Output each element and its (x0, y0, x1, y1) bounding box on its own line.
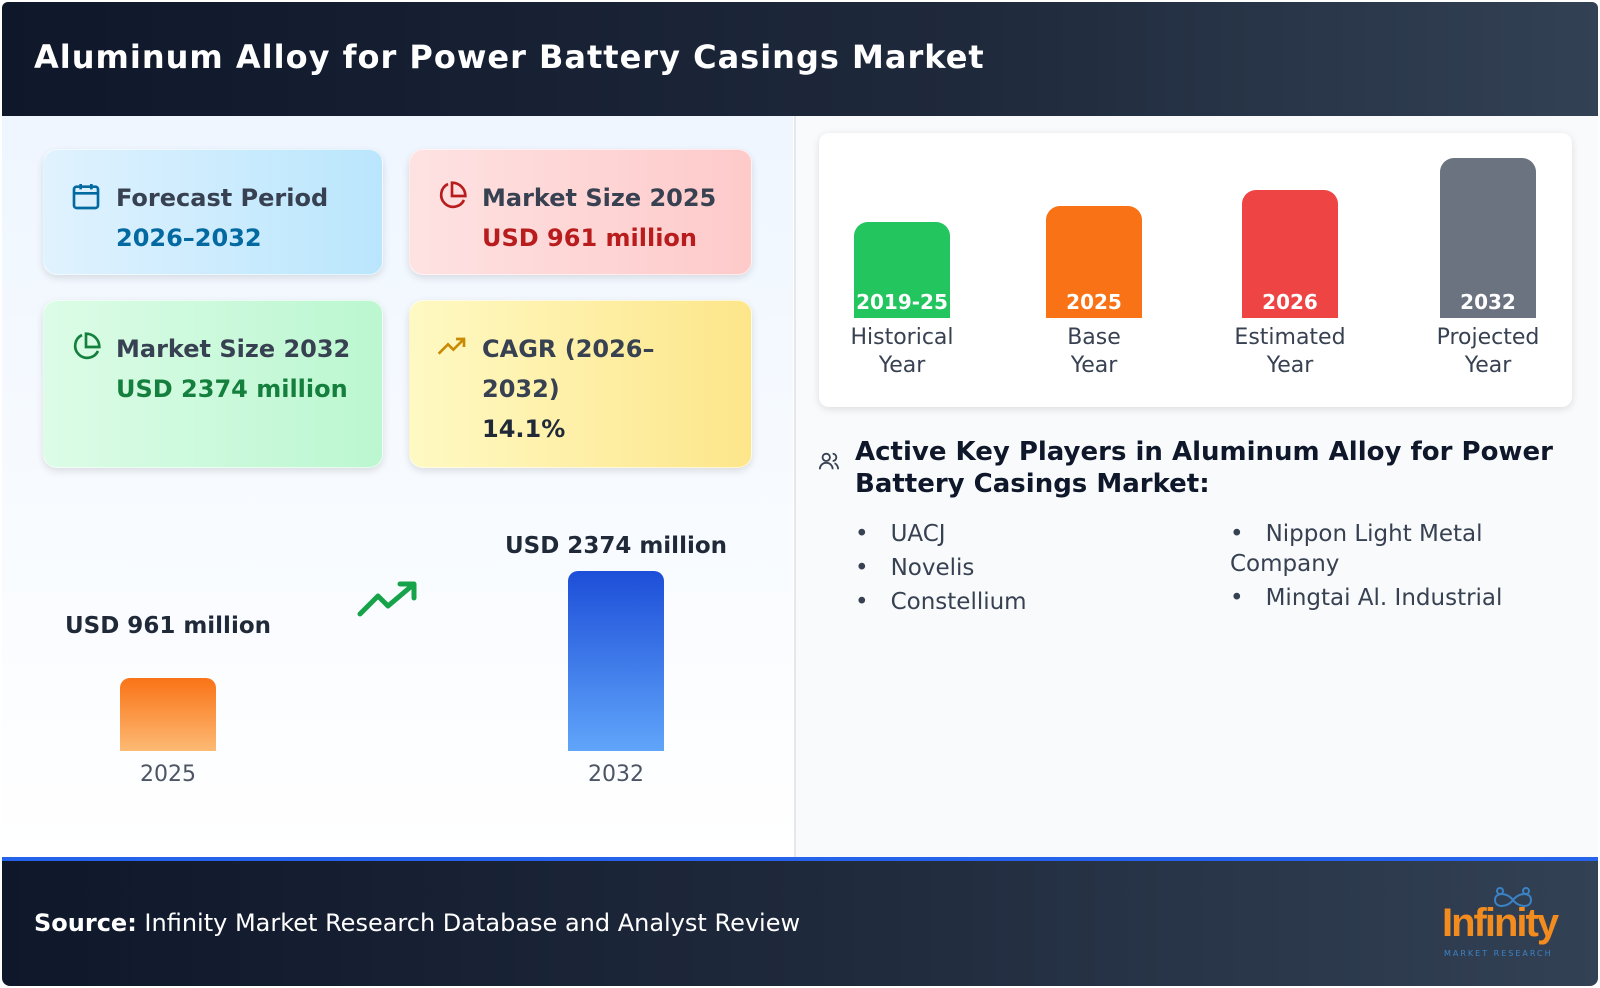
users-icon (818, 452, 840, 470)
infinity-logo: Infinity MARKET RESEARCH (1442, 887, 1566, 967)
card-value: USD 2374 million (116, 375, 348, 403)
player-item: Constellium (855, 587, 1027, 617)
forecast-period-card: Forecast Period 2026–2032 (43, 149, 383, 275)
timeline-caption: Projected Year (1408, 324, 1568, 380)
timeline-caption-line: Estimated (1234, 325, 1346, 350)
source-label: Source: (34, 909, 137, 937)
timeline-caption: Historical Year (822, 324, 982, 380)
infinity-symbol-icon (1493, 887, 1533, 907)
trending-up-icon (437, 337, 466, 355)
timeline-caption-line: Year (1070, 353, 1118, 378)
timeline-caption-line: Projected (1436, 325, 1540, 350)
timeline-caption-line: Year (1464, 353, 1512, 378)
player-item: Novelis (855, 553, 975, 583)
timeline-period: 2025 (1066, 290, 1122, 314)
footer: Source: Infinity Market Research Databas… (2, 857, 1598, 986)
trending-up-icon (357, 581, 417, 617)
player-item: Mingtai Al. Industrial (1230, 583, 1503, 613)
timeline-period: 2032 (1460, 290, 1516, 314)
pie-chart-icon (73, 332, 101, 360)
timeline-caption-line: Historical (850, 325, 954, 350)
timeline-caption-line: Base (1067, 325, 1121, 350)
timeline-caption: Base Year (1014, 324, 1174, 380)
logo-text: Infinity (1442, 901, 1559, 945)
player-item: UACJ (855, 519, 946, 549)
pie-chart-icon (439, 181, 467, 209)
timeline-caption-line: Year (878, 353, 926, 378)
timeline-period: 2019-25 (856, 290, 948, 314)
timeline-bar: 2025 (1046, 206, 1142, 318)
bar-value-label: USD 2374 million (504, 533, 728, 559)
page-title: Aluminum Alloy for Power Battery Casings… (34, 38, 985, 76)
bar-2032 (568, 571, 664, 751)
timeline-bar: 2026 (1242, 190, 1338, 318)
calendar-icon (72, 184, 100, 210)
market-size-2025-card: Market Size 2025 USD 961 million (409, 149, 752, 275)
logo-subtext: MARKET RESEARCH (1444, 949, 1553, 958)
timeline-caption-line: Year (1266, 353, 1314, 378)
card-label: Forecast Period (116, 184, 329, 212)
player-item: Nippon Light Metal Company (1230, 519, 1530, 579)
bar-value-label: USD 961 million (64, 613, 272, 639)
timeline-caption: Estimated Year (1210, 324, 1370, 380)
market-size-2032-card: Market Size 2032 USD 2374 million (43, 300, 383, 468)
timeline-bar: 2019-25 (854, 222, 950, 318)
header: Aluminum Alloy for Power Battery Casings… (2, 2, 1598, 116)
timeline-period: 2026 (1262, 290, 1318, 314)
source-text: Source: Infinity Market Research Databas… (34, 909, 800, 937)
bar-category-label: 2025 (140, 762, 196, 787)
timeline-bar: 2032 (1440, 158, 1536, 318)
bar-2025 (120, 678, 216, 751)
cagr-card: CAGR (2026–2032) 14.1% (409, 300, 752, 468)
card-label: Market Size 2025 (482, 184, 717, 212)
bar-category-label: 2032 (588, 762, 644, 787)
source-value: Infinity Market Research Database and An… (136, 909, 801, 937)
key-players-heading: Active Key Players in Aluminum Alloy for… (855, 437, 1553, 499)
card-value: 2026–2032 (116, 224, 262, 252)
card-label: CAGR (2026–2032) (482, 335, 655, 403)
card-value: 14.1% (482, 415, 566, 443)
card-label: Market Size 2032 (116, 335, 351, 363)
card-value: USD 961 million (482, 224, 697, 252)
